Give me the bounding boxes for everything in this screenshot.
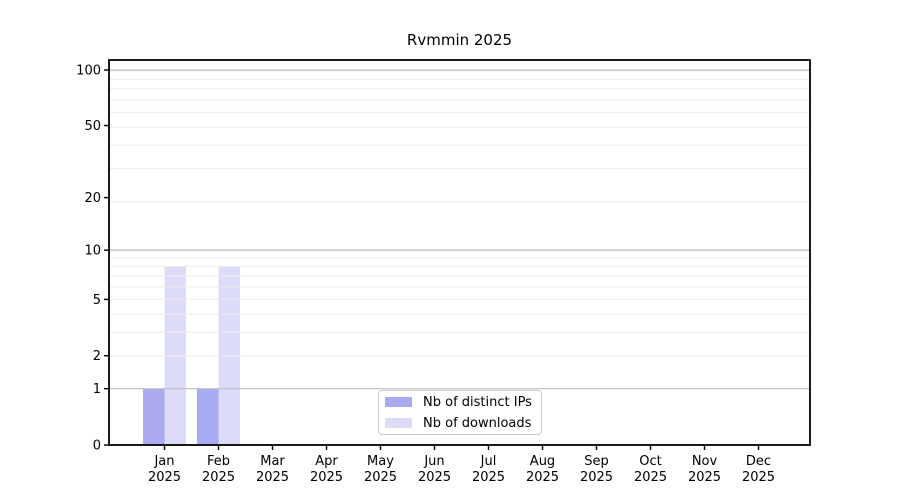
x-tick-label-year: 2025 <box>526 470 559 485</box>
y-tick-label: 2 <box>93 349 101 364</box>
y-tick-label: 50 <box>84 119 101 134</box>
x-tick-label-year: 2025 <box>256 470 289 485</box>
plot-border <box>108 59 811 446</box>
x-tick-label-year: 2025 <box>148 470 181 485</box>
y-tick-label: 20 <box>84 191 101 206</box>
chart-title: Rvmmin 2025 <box>406 31 513 49</box>
x-tick-label-month: Jan <box>153 454 174 469</box>
x-tick-label-year: 2025 <box>580 470 613 485</box>
x-tick-label-month: Jun <box>423 454 444 469</box>
x-tick-label-year: 2025 <box>634 470 667 485</box>
x-tick-label-month: Apr <box>315 454 338 469</box>
y-tick-label: 100 <box>76 64 101 79</box>
x-tick-label-month: Sep <box>584 454 609 469</box>
x-tick-label-month: Aug <box>530 454 555 469</box>
y-tick-label: 1 <box>93 382 101 397</box>
downloads-swatch <box>385 418 412 428</box>
y-tick-label: 0 <box>93 439 101 454</box>
x-tick-label-year: 2025 <box>418 470 451 485</box>
legend-item-downloads: Nb of downloads <box>385 416 533 431</box>
x-tick-label-month: Oct <box>639 454 661 469</box>
legend: Nb of distinct IPs Nb of downloads <box>378 390 542 435</box>
x-tick-label-year: 2025 <box>310 470 343 485</box>
x-tick-label-year: 2025 <box>202 470 235 485</box>
y-tick-label: 5 <box>93 293 101 308</box>
x-tick-label-year: 2025 <box>472 470 505 485</box>
x-tick-label-year: 2025 <box>364 470 397 485</box>
x-tick-label-month: Nov <box>692 454 718 469</box>
legend-label-distinct-ips: Nb of distinct IPs <box>423 394 532 410</box>
x-tick-label-month: Feb <box>207 454 230 469</box>
legend-label-downloads: Nb of downloads <box>423 415 532 431</box>
x-tick-label-year: 2025 <box>688 470 721 485</box>
x-tick-label-month: Mar <box>260 454 285 469</box>
y-tick-label: 10 <box>84 244 101 259</box>
x-tick-label-month: Jul <box>480 454 497 469</box>
bar-distinct-ips <box>197 388 219 445</box>
x-tick-label-month: Dec <box>746 454 771 469</box>
x-tick-label-month: May <box>367 454 394 469</box>
legend-item-distinct-ips: Nb of distinct IPs <box>385 395 533 410</box>
distinct-ips-swatch <box>385 397 412 407</box>
x-tick-label-year: 2025 <box>742 470 775 485</box>
bar-distinct-ips <box>143 388 165 445</box>
